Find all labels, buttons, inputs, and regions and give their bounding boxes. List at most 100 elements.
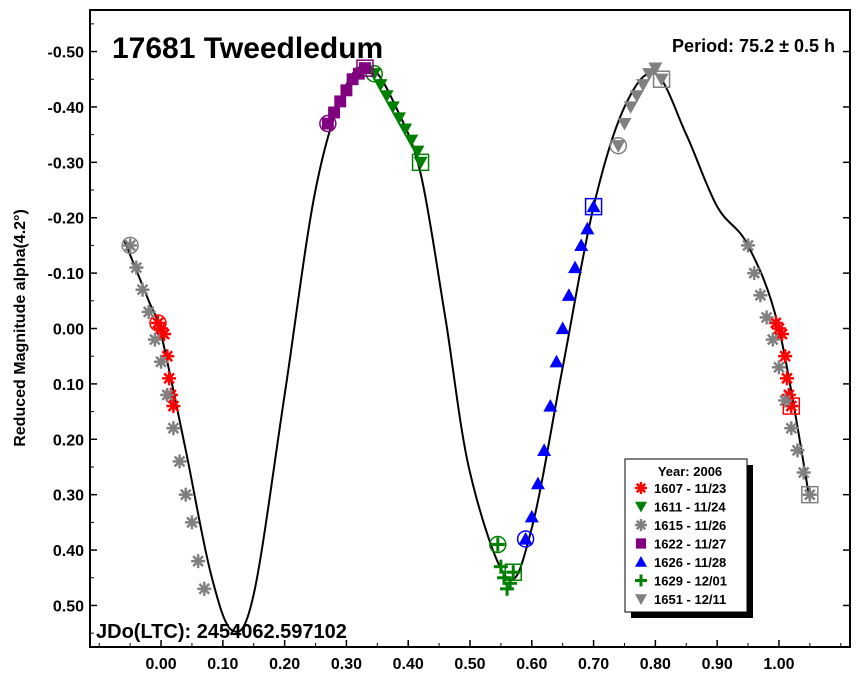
y-tick-label: 0.00 <box>53 322 84 339</box>
series-end-marker <box>584 197 603 216</box>
data-point <box>191 554 206 569</box>
data-point <box>524 509 539 523</box>
data-point <box>561 288 576 301</box>
y-axis-label: Reduced Magnitude alpha(4.2°) <box>12 209 29 447</box>
data-point <box>555 321 570 335</box>
data-point <box>503 576 518 591</box>
data-point <box>759 310 774 325</box>
data-point <box>490 537 505 552</box>
data-point <box>741 238 756 253</box>
legend-marker <box>635 519 647 531</box>
y-tick-label: -0.40 <box>48 100 85 117</box>
data-point <box>160 387 175 402</box>
legend-entry: 1615 - 11/26 <box>635 518 726 533</box>
data-point <box>771 360 786 375</box>
data-point <box>568 260 583 274</box>
legend-label: 1611 - 11/24 <box>654 500 726 515</box>
series-start-marker <box>149 314 167 332</box>
series-3 <box>319 59 374 133</box>
data-point <box>629 90 644 103</box>
series-end-marker <box>356 59 374 77</box>
data-point <box>379 90 394 103</box>
data-point <box>802 487 817 502</box>
data-point <box>580 221 595 235</box>
legend-label: 1651 - 12/11 <box>654 592 726 607</box>
data-point <box>779 371 794 386</box>
legend-items: 1607 - 11/23 1611 - 11/24 1615 - 11/26 1622… <box>635 481 727 607</box>
data-point <box>147 332 162 347</box>
legend-entry: 1611 - 11/24 <box>635 500 726 515</box>
data-point <box>321 117 334 130</box>
series-end-marker <box>782 397 801 415</box>
data-point <box>334 95 347 108</box>
data-point <box>654 73 669 87</box>
footer-jd-label: JDo(LTC): 2454062.597102 <box>96 621 347 643</box>
x-tick-label: 0.60 <box>516 656 547 673</box>
data-point <box>340 84 353 97</box>
legend-entry: 1629 - 12/01 <box>635 574 727 589</box>
series-end-marker <box>652 70 671 88</box>
period-label: Period: 75.2 ± 0.5 h <box>672 36 835 56</box>
x-tick-label: 0.10 <box>207 656 238 673</box>
data-point <box>352 67 365 80</box>
legend-entry: 1622 - 11/27 <box>635 537 726 552</box>
series-start-marker <box>516 530 535 548</box>
data-point <box>359 62 371 75</box>
data-point <box>574 238 589 252</box>
fit-curve-layer <box>123 65 811 633</box>
series-start-marker <box>489 535 507 554</box>
data-point <box>506 565 521 580</box>
series-start-marker <box>121 236 139 255</box>
data-point <box>129 260 144 275</box>
data-point <box>765 332 780 347</box>
x-tick-label: 0.70 <box>578 656 609 673</box>
legend-entry: 1626 - 11/28 <box>635 555 726 570</box>
x-tick-label: 0.90 <box>702 656 733 673</box>
data-point <box>166 399 181 414</box>
y-tick-label: -0.50 <box>48 45 85 62</box>
data-point <box>141 304 156 319</box>
legend-marker <box>635 574 647 587</box>
x-tick-label: 0.00 <box>145 656 176 673</box>
x-tick-label: 0.30 <box>331 656 362 673</box>
series-end-marker <box>801 485 819 504</box>
data-point <box>623 101 638 114</box>
data-point <box>178 487 193 502</box>
series-end-marker <box>411 153 430 172</box>
data-point <box>391 112 406 126</box>
series-1 <box>365 64 430 172</box>
series-2 <box>121 236 819 596</box>
x-tick-label: 1.00 <box>763 656 794 673</box>
y-tick-label: -0.20 <box>48 211 85 228</box>
legend-title: Year: 2006 <box>658 464 722 479</box>
data-point <box>796 465 811 480</box>
legend: Year: 2006 1607 - 11/23 1611 - 11/24 1615 … <box>624 458 753 618</box>
data-point <box>648 62 663 76</box>
axes-layer: 0.00 0.10 0.20 0.30 0.40 0.50 0.60 0.70 0.80 0.90… <box>48 23 850 673</box>
legend-entry: 1651 - 12/11 <box>635 592 726 607</box>
series-end-marker <box>504 563 523 581</box>
y-tick-label: 0.40 <box>53 543 84 560</box>
y-tick-label: -0.30 <box>48 155 85 172</box>
data-point <box>410 145 425 159</box>
fit-curve-line <box>123 65 811 633</box>
data-points-layer <box>121 59 819 596</box>
x-tick-label: 0.50 <box>454 656 485 673</box>
legend-marker <box>635 482 647 494</box>
x-tick-label: 0.80 <box>640 656 671 673</box>
y-tick-label: 0.20 <box>53 432 84 449</box>
series-start-marker <box>609 136 628 155</box>
data-point <box>784 421 799 436</box>
legend-label: 1626 - 11/28 <box>654 555 726 570</box>
data-point <box>642 68 657 81</box>
y-tick-label: 0.10 <box>53 377 84 394</box>
data-point <box>617 117 632 131</box>
data-point <box>413 156 428 170</box>
data-point <box>328 106 341 119</box>
data-point <box>636 79 651 92</box>
data-point <box>778 349 793 364</box>
legend-marker <box>635 556 647 567</box>
y-tick-label: 0.30 <box>53 488 84 505</box>
data-point <box>184 515 199 530</box>
